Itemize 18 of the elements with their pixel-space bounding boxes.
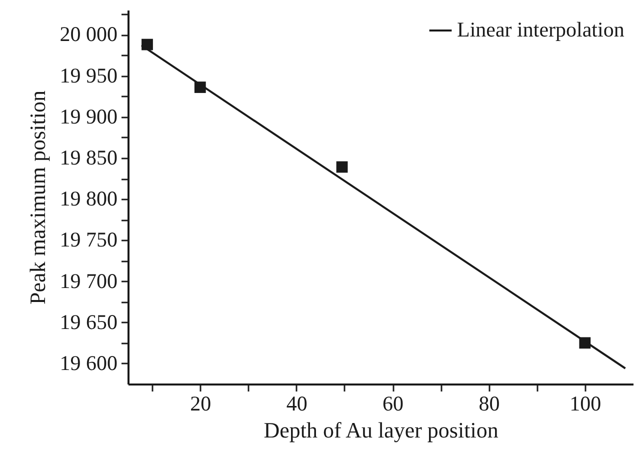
x-tick-label: 20 bbox=[190, 392, 212, 416]
y-tick-label: 19 600 bbox=[60, 350, 118, 375]
x-axis-title: Depth of Au layer position bbox=[264, 418, 498, 442]
y-tick-label: 19 900 bbox=[60, 104, 118, 128]
y-tick-label: 19 800 bbox=[60, 186, 118, 211]
y-tick-label: 19 850 bbox=[60, 145, 118, 170]
legend-label: Linear interpolation bbox=[457, 18, 625, 42]
y-tick-label: 19 650 bbox=[60, 310, 118, 334]
y-tick-label: 20 000 bbox=[60, 22, 118, 46]
y-tick-label: 19 950 bbox=[60, 63, 118, 88]
x-tick-label: 60 bbox=[382, 392, 404, 416]
x-tick-label: 80 bbox=[478, 392, 500, 416]
x-tick-label: 100 bbox=[570, 392, 602, 416]
x-tick-label: 40 bbox=[286, 392, 308, 416]
y-tick-label: 19 750 bbox=[60, 228, 118, 252]
y-tick-label: 19 700 bbox=[60, 268, 118, 293]
y-axis-title: Peak maximum position bbox=[24, 90, 50, 304]
point bbox=[336, 161, 348, 173]
